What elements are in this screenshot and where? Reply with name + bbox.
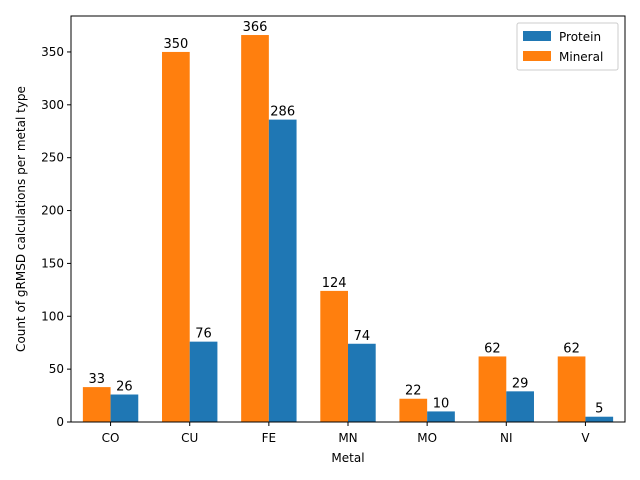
bar-protein-mo [427, 411, 455, 422]
y-tick-label-100: 100 [41, 309, 64, 323]
y-tick-label-200: 200 [41, 204, 64, 218]
legend-swatch-protein [523, 31, 551, 41]
bar-value-label-mineral-mn: 124 [322, 276, 347, 291]
y-axis-label: Count of gRMSD calculations per metal ty… [14, 86, 28, 352]
x-tick-label-v: V [581, 431, 590, 445]
x-tick-label-co: CO [102, 431, 120, 445]
bar-value-label-mineral-v: 62 [563, 341, 580, 356]
bar-value-label-mineral-ni: 62 [484, 341, 501, 356]
bar-mineral-cu [162, 51, 190, 423]
bar-protein-co [110, 394, 139, 422]
bars-layer [82, 35, 614, 423]
legend-label-mineral: Mineral [559, 50, 603, 64]
legend-label-protein: Protein [559, 30, 601, 44]
bar-mineral-v [557, 356, 586, 422]
bar-mineral-mo [399, 398, 428, 422]
bar-value-label-protein-mn: 74 [354, 329, 371, 344]
bar-protein-fe [268, 119, 297, 422]
bar-protein-ni [506, 391, 534, 422]
bar-labels-layer: 33 26 350 76 366 286 124 74 22 10 62 29 62 5 [88, 20, 603, 417]
y-tick-label-350: 350 [41, 45, 64, 59]
legend-swatch-mineral [523, 51, 551, 61]
legend: Protein Mineral [516, 22, 619, 71]
y-tick-label-150: 150 [41, 256, 64, 270]
bar-mineral-mn [320, 290, 348, 422]
bar-value-label-mineral-mo: 22 [405, 384, 422, 399]
bar-protein-cu [189, 341, 218, 422]
y-axis-ticks: 0 50 100 150 200 250 300 350 [41, 45, 71, 429]
bar-value-label-protein-fe: 286 [270, 105, 295, 120]
bar-value-label-mineral-co: 33 [88, 372, 105, 387]
y-tick-label-0: 0 [56, 415, 64, 429]
y-tick-label-50: 50 [49, 362, 64, 376]
x-tick-label-mo: MO [417, 431, 437, 445]
bar-protein-mn [348, 343, 376, 422]
bar-value-label-protein-v: 5 [595, 402, 603, 417]
x-tick-label-fe: FE [262, 431, 276, 445]
x-tick-label-cu: CU [181, 431, 198, 445]
x-tick-label-ni: NI [500, 431, 513, 445]
bar-mineral-fe [241, 35, 269, 422]
bar-value-label-protein-co: 26 [116, 380, 133, 395]
y-tick-label-300: 300 [41, 98, 64, 112]
y-tick-label-250: 250 [41, 151, 64, 165]
x-axis-label: Metal [331, 451, 364, 465]
x-tick-label-mn: MN [338, 431, 357, 445]
bar-value-label-protein-cu: 76 [195, 327, 212, 342]
bar-mineral-co [82, 387, 111, 422]
bar-value-label-protein-mo: 10 [433, 396, 450, 411]
bar-value-label-mineral-cu: 350 [163, 37, 188, 52]
bar-protein-v [585, 416, 614, 422]
bar-mineral-ni [478, 356, 507, 422]
bar-value-label-mineral-fe: 366 [243, 20, 268, 35]
bar-value-label-protein-ni: 29 [512, 376, 529, 391]
x-axis-ticks: CO CU FE MN MO NI V [102, 422, 590, 445]
